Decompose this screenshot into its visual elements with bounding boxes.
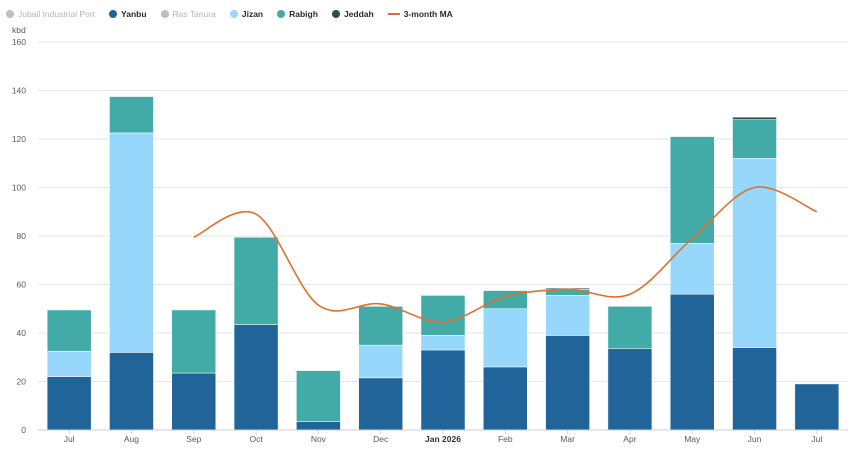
legend-swatch [109, 10, 118, 18]
y-axis-unit-label: kbd [12, 25, 26, 35]
bar-yanbu-jun-11[interactable] [732, 347, 777, 431]
legend-label: Jizan [241, 9, 264, 19]
bar-rabigh-feb-7[interactable] [483, 290, 528, 309]
bar-jeddah-jun-11[interactable] [732, 116, 777, 120]
legend-item-jizan[interactable]: Jizan [229, 9, 264, 19]
legend-swatch [387, 13, 400, 15]
legend-label: Jeddah [343, 9, 374, 19]
y-tick-label: 0 [21, 425, 26, 435]
bar-yanbu-sep-2[interactable] [171, 372, 217, 431]
bar-yanbu-feb-7[interactable] [483, 366, 528, 431]
bar-yanbu-jul-0[interactable] [46, 376, 92, 431]
bar-yanbu-dec-5[interactable] [358, 377, 403, 431]
bar-rabigh-jan-2026-6[interactable] [420, 295, 466, 336]
x-tick-label: Nov [311, 434, 327, 444]
bar-yanbu-may-10[interactable] [669, 293, 715, 431]
moving-average-line [193, 186, 818, 323]
legend-swatch [6, 10, 14, 18]
legend-label: 3-month MA [403, 9, 453, 19]
bar-jizan-may-10[interactable] [669, 243, 715, 295]
bar-rabigh-apr-9[interactable] [607, 306, 653, 350]
legend-label: Jubail Industrial Port [18, 9, 96, 19]
bar-jizan-feb-7[interactable] [483, 308, 528, 368]
bar-rabigh-nov-4[interactable] [296, 370, 341, 422]
x-tick-label: Jul [811, 434, 822, 444]
y-tick-label: 40 [17, 328, 27, 338]
legend-swatch [331, 10, 340, 18]
x-tick-label: Mar [560, 434, 575, 444]
bar-rabigh-sep-2[interactable] [171, 309, 217, 374]
bar-yanbu-jan-2026-6[interactable] [420, 349, 466, 431]
bar-rabigh-jul-0[interactable] [46, 309, 92, 352]
legend-swatch [277, 10, 286, 18]
x-tick-label: Feb [498, 434, 513, 444]
x-tick-label: Dec [373, 434, 389, 444]
legend-label: Ras Tanura [172, 9, 216, 19]
x-tick-label: Jul [64, 434, 75, 444]
x-tick-label: Oct [249, 434, 263, 444]
bar-rabigh-aug-1[interactable] [109, 96, 154, 134]
bars [46, 96, 840, 431]
legend-item-yanbu[interactable]: Yanbu [109, 9, 147, 19]
x-axis: Jul Aug Sep Oct Nov Dec Jan 2026 Feb Mar Apr May Ju… [38, 429, 848, 444]
y-tick-label: 60 [17, 280, 27, 290]
moving-average-path[interactable] [193, 186, 818, 323]
legend-item-ras-tanura[interactable]: Ras Tanura [160, 9, 216, 19]
legend-swatch [229, 10, 238, 18]
legend-item-jubail-industrial-port[interactable]: Jubail Industrial Port [6, 9, 95, 19]
bar-rabigh-oct-3[interactable] [233, 236, 279, 325]
x-tick-label: Aug [124, 434, 139, 444]
bar-jizan-dec-5[interactable] [358, 344, 403, 379]
chart-legend: Jubail Industrial Port Yanbu Ras Tanura Jiz… [6, 6, 453, 22]
x-tick-label: Apr [623, 434, 636, 444]
y-axis: 0 20 40 60 80 100 120 140 160 kbd [12, 25, 26, 435]
bar-yanbu-nov-4[interactable] [296, 421, 341, 431]
legend-item-3-month-ma[interactable]: 3-month MA [387, 9, 453, 19]
bar-yanbu-mar-8[interactable] [545, 335, 590, 431]
legend-item-rabigh[interactable]: Rabigh [277, 9, 318, 19]
bar-jizan-mar-8[interactable] [545, 295, 590, 336]
bar-yanbu-oct-3[interactable] [233, 324, 279, 431]
legend-label: Yanbu [121, 9, 147, 19]
bar-jizan-jan-2026-6[interactable] [420, 335, 466, 351]
legend-label: Rabigh [289, 9, 318, 19]
bar-rabigh-jun-11[interactable] [732, 119, 777, 159]
bar-jizan-aug-1[interactable] [109, 132, 154, 353]
bar-jizan-jul-0[interactable] [46, 350, 92, 377]
y-tick-label: 140 [12, 86, 26, 96]
bar-rabigh-dec-5[interactable] [358, 306, 403, 346]
y-tick-label: 20 [17, 377, 27, 387]
x-tick-label: Sep [186, 434, 201, 444]
y-tick-label: 100 [12, 183, 26, 193]
legend-item-jeddah[interactable]: Jeddah [331, 9, 374, 19]
x-tick-label: Jun [748, 434, 762, 444]
bar-rabigh-may-10[interactable] [669, 136, 715, 244]
bar-yanbu-jul-12[interactable] [794, 383, 840, 431]
x-tick-label: Jan 2026 [425, 434, 461, 444]
bar-jizan-jun-11[interactable] [732, 158, 777, 348]
legend-swatch [160, 10, 169, 18]
y-tick-label: 80 [17, 231, 27, 241]
y-tick-label: 120 [12, 134, 26, 144]
x-tick-label: May [684, 434, 701, 444]
y-tick-label: 160 [12, 37, 26, 47]
bar-yanbu-aug-1[interactable] [109, 352, 154, 431]
bar-yanbu-apr-9[interactable] [607, 348, 653, 431]
